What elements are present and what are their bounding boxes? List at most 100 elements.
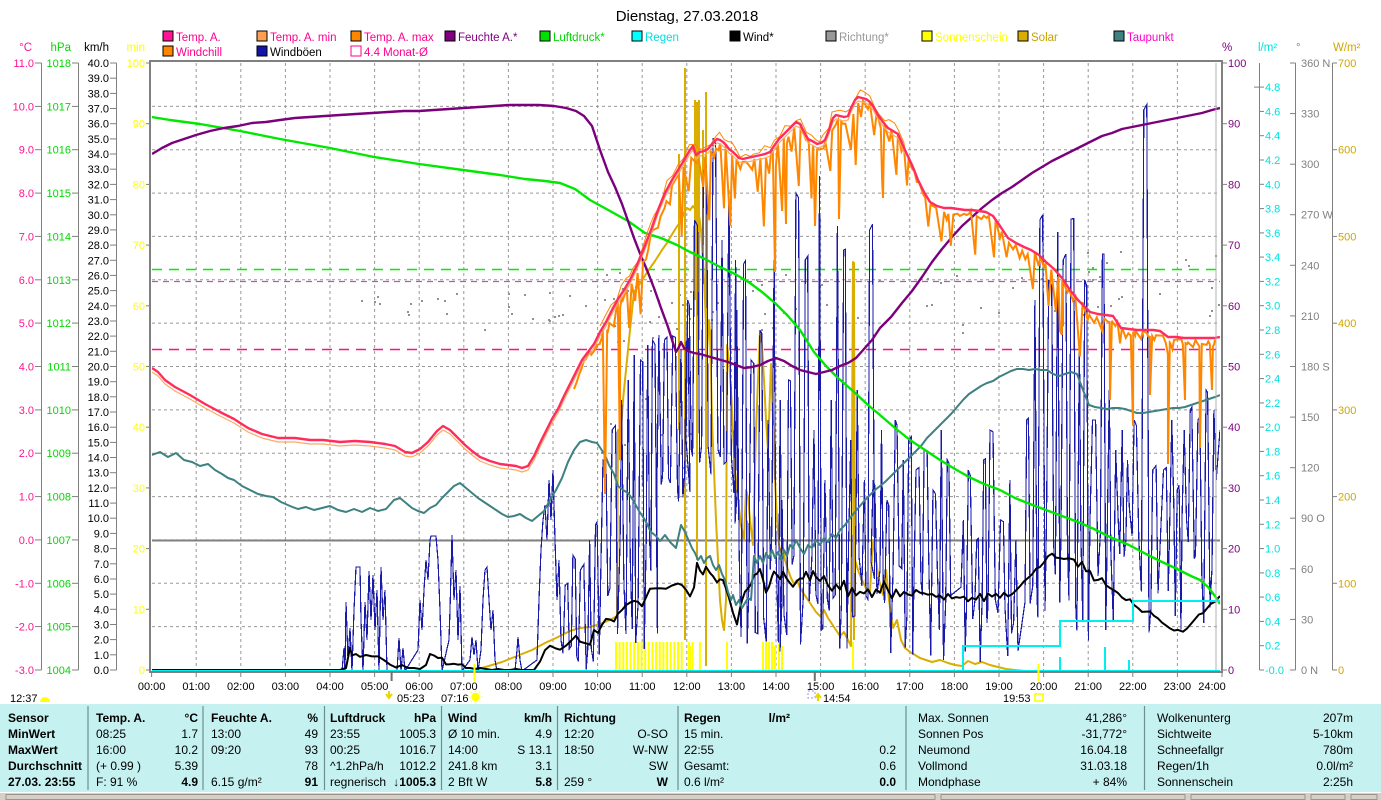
svg-text:241.8 km: 241.8 km [448, 759, 497, 773]
svg-text:0: 0 [139, 665, 145, 677]
svg-text:05:23: 05:23 [397, 693, 425, 705]
svg-text:Sonnenschein: Sonnenschein [935, 32, 1008, 44]
svg-text:11:00: 11:00 [629, 681, 656, 693]
svg-text:100: 100 [1338, 578, 1356, 590]
svg-text:207m: 207m [1323, 711, 1353, 725]
svg-text:12:20: 12:20 [564, 727, 594, 741]
svg-text:Wolkenunterg: Wolkenunterg [1157, 711, 1231, 725]
svg-text:4.9: 4.9 [535, 727, 552, 741]
svg-text:Luftdruck: Luftdruck [330, 711, 386, 725]
svg-text:3.2: 3.2 [1265, 276, 1280, 288]
svg-text:18:00: 18:00 [941, 681, 969, 693]
svg-text:0.6: 0.6 [1265, 592, 1280, 604]
svg-text:12.0: 12.0 [88, 483, 109, 495]
svg-text:0 N: 0 N [1301, 665, 1318, 677]
svg-text:2.0: 2.0 [19, 448, 34, 460]
svg-text:16.0: 16.0 [88, 422, 109, 434]
svg-text:31.0: 31.0 [88, 195, 109, 207]
svg-text:Windchill: Windchill [176, 47, 222, 59]
svg-text:700: 700 [1338, 58, 1356, 70]
svg-text:22.0: 22.0 [88, 331, 109, 343]
svg-text:09:00: 09:00 [539, 681, 567, 693]
svg-text:200: 200 [1338, 492, 1356, 504]
svg-text:78: 78 [305, 759, 319, 773]
svg-text:40: 40 [133, 422, 145, 434]
svg-text:11.0: 11.0 [13, 58, 34, 70]
svg-text:Ø 10 min.: Ø 10 min. [448, 727, 500, 741]
svg-text:Max. Sonnen: Max. Sonnen [918, 711, 989, 725]
svg-text:20: 20 [1228, 544, 1240, 556]
svg-text:l/m²: l/m² [769, 711, 790, 725]
svg-text:23.0: 23.0 [88, 316, 109, 328]
svg-text:5.8: 5.8 [535, 775, 552, 789]
svg-text:-1.0: -1.0 [15, 578, 34, 590]
svg-text:Feuchte A.*: Feuchte A.* [458, 32, 518, 44]
svg-text:Temp. A.: Temp. A. [176, 32, 221, 44]
svg-text:500: 500 [1338, 231, 1356, 243]
svg-text:70: 70 [1228, 240, 1240, 252]
svg-text:20: 20 [133, 544, 145, 556]
svg-text:2.0: 2.0 [94, 635, 109, 647]
svg-text:km/h: km/h [524, 711, 552, 725]
svg-text:2.0: 2.0 [1265, 422, 1280, 434]
svg-text:Regen: Regen [645, 32, 679, 44]
svg-text:3.0: 3.0 [19, 405, 34, 417]
svg-text:Dienstag, 27.03.2018: Dienstag, 27.03.2018 [616, 8, 759, 25]
svg-text:1004: 1004 [47, 665, 71, 677]
svg-text:80: 80 [1228, 179, 1240, 191]
svg-text:05:00: 05:00 [361, 681, 389, 693]
svg-text:04:00: 04:00 [316, 681, 344, 693]
svg-text:°C: °C [185, 711, 199, 725]
svg-text:%: % [1222, 42, 1232, 54]
svg-text:1006: 1006 [47, 578, 71, 590]
svg-text:120: 120 [1301, 463, 1319, 475]
svg-text:33.0: 33.0 [88, 164, 109, 176]
svg-text:Mondphase: Mondphase [918, 775, 981, 789]
svg-text:1.7: 1.7 [181, 727, 198, 741]
svg-text:S 13.1: S 13.1 [517, 743, 552, 757]
svg-text:240: 240 [1301, 260, 1319, 272]
svg-text:24:00: 24:00 [1198, 681, 1226, 693]
svg-text:100: 100 [127, 58, 145, 70]
svg-text:32.0: 32.0 [88, 179, 109, 191]
svg-text:0.0: 0.0 [879, 775, 896, 789]
svg-text:36.0: 36.0 [88, 119, 109, 131]
svg-text:9.0: 9.0 [94, 528, 109, 540]
svg-text:W: W [657, 775, 669, 789]
svg-text:1016: 1016 [47, 145, 71, 157]
svg-text:09:20: 09:20 [211, 743, 241, 757]
svg-text:Gesamt:: Gesamt: [684, 759, 729, 773]
svg-text:SW: SW [649, 759, 669, 773]
svg-text:23:00: 23:00 [1164, 681, 1192, 693]
svg-text:Windböen: Windböen [270, 47, 322, 59]
svg-text:22:55: 22:55 [684, 743, 714, 757]
svg-text:13:00: 13:00 [211, 727, 241, 741]
svg-text:17:00: 17:00 [896, 681, 924, 693]
svg-text:Sensor: Sensor [8, 711, 49, 725]
svg-text:4.0: 4.0 [19, 362, 34, 374]
svg-text:21:00: 21:00 [1074, 681, 1102, 693]
svg-text:-0.0: -0.0 [1265, 665, 1284, 677]
svg-text:38.0: 38.0 [88, 88, 109, 100]
svg-text:60: 60 [1301, 564, 1313, 576]
svg-text:2.8: 2.8 [1265, 325, 1280, 337]
svg-text:3.0: 3.0 [94, 620, 109, 632]
svg-text:91: 91 [305, 775, 319, 789]
svg-text:14:00: 14:00 [762, 681, 790, 693]
svg-text:1010: 1010 [47, 405, 71, 417]
svg-text:0.0l/m²: 0.0l/m² [1316, 759, 1353, 773]
svg-text:16:00: 16:00 [851, 681, 879, 693]
svg-text:4.9: 4.9 [181, 775, 198, 789]
svg-text:35.0: 35.0 [88, 134, 109, 146]
svg-text:Solar: Solar [1031, 32, 1058, 44]
svg-text:Regen: Regen [684, 711, 721, 725]
svg-text:1.8: 1.8 [1265, 446, 1280, 458]
svg-text:1007: 1007 [47, 535, 71, 547]
svg-text:19.0: 19.0 [88, 377, 109, 389]
svg-text:5.39: 5.39 [175, 759, 199, 773]
svg-text:0.2: 0.2 [879, 743, 896, 757]
svg-text:13:00: 13:00 [718, 681, 746, 693]
svg-text:Vollmond: Vollmond [918, 759, 967, 773]
svg-text:24.0: 24.0 [88, 301, 109, 313]
svg-text:Temp. A. min: Temp. A. min [270, 32, 336, 44]
